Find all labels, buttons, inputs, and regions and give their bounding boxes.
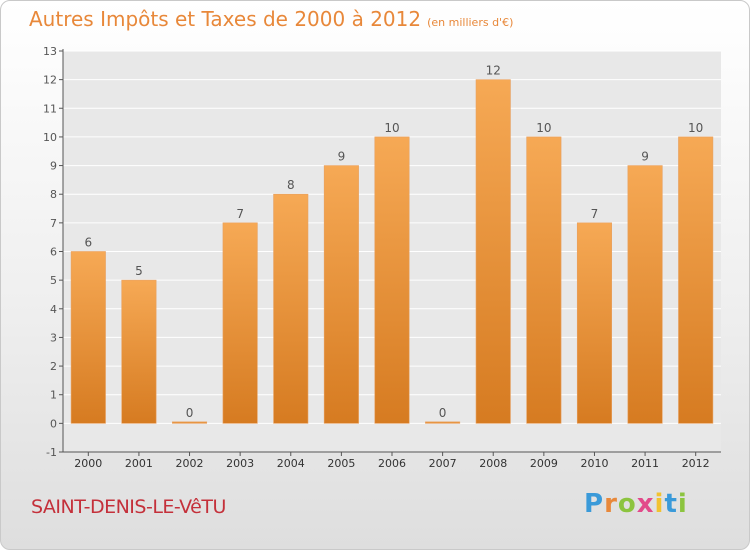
y-tick-label: 8	[50, 188, 57, 201]
bar-value-label: 5	[135, 264, 143, 278]
y-tick-label: 4	[50, 303, 57, 316]
bar	[576, 222, 612, 424]
chart-subtitle: (en milliers d'€)	[427, 16, 514, 29]
bar	[273, 193, 309, 424]
x-tick-label: 2005	[327, 457, 355, 470]
bar-value-label: 7	[591, 207, 599, 221]
bar	[172, 421, 208, 424]
y-tick-label: 0	[50, 417, 57, 430]
y-tick-label: 11	[43, 102, 57, 115]
bar	[374, 136, 410, 424]
x-tick-label: 2003	[226, 457, 254, 470]
bar-value-label: 7	[236, 207, 244, 221]
x-tick-label: 2004	[277, 457, 305, 470]
bar-value-label: 10	[536, 121, 551, 135]
x-tick-label: 2002	[176, 457, 204, 470]
bar	[678, 136, 714, 424]
bar-value-label: 12	[486, 64, 501, 78]
y-tick-label: 1	[50, 389, 57, 402]
bar	[121, 279, 157, 424]
bar	[627, 165, 663, 424]
y-tick-label: 7	[50, 217, 57, 230]
x-tick-label: 2011	[631, 457, 659, 470]
bar	[222, 222, 258, 424]
bar-value-label: 8	[287, 178, 295, 192]
chart-title-text: Autres Impôts et Taxes de 2000 à 2012	[29, 7, 422, 31]
x-tick-label: 2010	[580, 457, 608, 470]
y-tick-label: 2	[50, 360, 57, 373]
bar-value-label: 9	[338, 150, 346, 164]
bar-value-label: 0	[439, 406, 447, 420]
commune-name: SAINT-DENIS-LE-VêTU	[31, 496, 226, 518]
bar-value-label: 0	[186, 406, 194, 420]
bar	[526, 136, 562, 424]
y-tick-label: 5	[50, 274, 57, 287]
y-tick-label: 12	[43, 74, 57, 87]
bar	[475, 79, 511, 424]
x-tick-label: 2009	[530, 457, 558, 470]
x-tick-label: 2007	[429, 457, 457, 470]
x-tick-label: 2001	[125, 457, 153, 470]
bar-value-label: 10	[688, 121, 703, 135]
x-tick-label: 2008	[479, 457, 507, 470]
y-tick-label: 3	[50, 331, 57, 344]
y-tick-label: 10	[43, 131, 57, 144]
y-tick-label: 13	[43, 45, 57, 58]
bar	[70, 251, 106, 424]
y-tick-label: 9	[50, 160, 57, 173]
x-tick-label: 2006	[378, 457, 406, 470]
bar	[425, 421, 461, 424]
proxiti-logo: Proxiti	[584, 489, 688, 519]
y-tick-label: 6	[50, 246, 57, 259]
x-tick-label: 2000	[74, 457, 102, 470]
x-tick-label: 2012	[682, 457, 710, 470]
chart-title: Autres Impôts et Taxes de 2000 à 2012 (en…	[29, 7, 513, 31]
y-tick-label: -1	[46, 446, 57, 459]
bar-value-label: 6	[84, 236, 92, 250]
bar	[323, 165, 359, 424]
bar-value-label: 10	[384, 121, 399, 135]
bar-value-label: 9	[641, 150, 649, 164]
